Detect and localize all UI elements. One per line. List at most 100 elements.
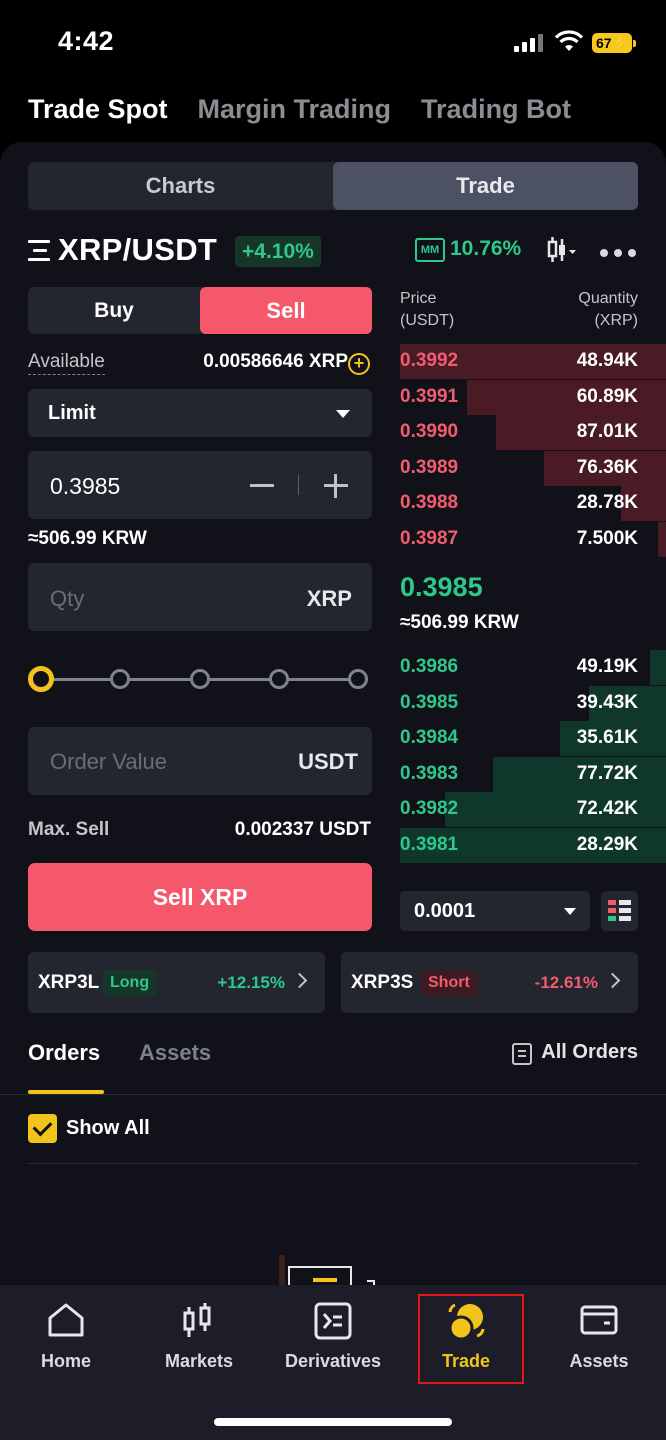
percentage-slider[interactable] (28, 666, 370, 692)
tab-trade-spot[interactable]: Trade Spot (28, 94, 168, 124)
bottom-nav: Home Markets Derivatives Trade (0, 1285, 666, 1440)
empty-state-illustration (279, 1255, 375, 1287)
leveraged-token-long[interactable]: XRP3L Long +12.15% (28, 952, 325, 1013)
order-quantity: 87.01K (576, 421, 638, 442)
qty-unit: XRP (306, 586, 352, 611)
slider-knob-0[interactable] (28, 666, 54, 692)
bid-row[interactable]: 0.3985 39.43K (400, 685, 666, 721)
depth-bar (495, 415, 666, 450)
slider-stop-25[interactable] (110, 669, 130, 689)
show-all-checkbox[interactable] (28, 1114, 57, 1143)
bid-row[interactable]: 0.3984 35.61K (400, 721, 666, 756)
pair-menu-icon[interactable] (28, 240, 52, 262)
order-value-placeholder: Order Value (50, 749, 167, 774)
depth-bar (650, 650, 666, 685)
increment-icon-vertical[interactable] (334, 474, 337, 498)
deposit-plus-icon[interactable]: + (348, 353, 370, 375)
tab-trading-bot[interactable]: Trading Bot (421, 94, 572, 124)
nav-label: Derivatives (284, 1351, 382, 1371)
document-list-icon[interactable] (512, 1043, 532, 1065)
charts-tab[interactable]: Charts (145, 173, 216, 198)
order-price: 0.3987 (400, 527, 459, 549)
top-tabs: Trade Spot Margin Trading Trading Bot (28, 94, 571, 125)
slider-stop-75[interactable] (269, 669, 289, 689)
order-quantity: 39.43K (576, 691, 638, 713)
divider (28, 1163, 638, 1164)
qty-header-label: Quantity (578, 290, 638, 307)
depth-bar (400, 827, 666, 863)
ask-row[interactable]: 0.3989 76.36K (400, 450, 666, 486)
candlestick-chart-icon[interactable] (546, 236, 578, 264)
slider-stop-50[interactable] (190, 669, 210, 689)
order-quantity: 60.89K (576, 385, 638, 407)
order-quantity: 28.29K (576, 833, 638, 855)
slider-stop-100[interactable] (348, 669, 368, 689)
wallet-icon (580, 1305, 618, 1335)
order-value-input[interactable]: Order Value USDT (28, 727, 372, 795)
trade-tab[interactable]: Trade (333, 162, 638, 210)
trade-highlight-box (418, 1294, 524, 1384)
depth-bar (445, 792, 666, 827)
nav-label: Trade (441, 1351, 491, 1371)
sell-xrp-button[interactable]: Sell XRP (28, 863, 372, 931)
buy-tab[interactable]: Buy (94, 299, 134, 322)
dropdown-caret-icon (336, 410, 350, 418)
qty-placeholder: Qty (50, 586, 85, 611)
order-price: 0.3989 (400, 456, 459, 478)
pair-name[interactable]: XRP/USDT (58, 232, 218, 267)
ask-row[interactable]: 0.3987 7.500K (400, 521, 666, 557)
depth-bar (658, 521, 666, 557)
lev-token-change: -12.61% (534, 973, 598, 992)
qty-input[interactable]: Qty XRP (28, 563, 372, 631)
tab-margin-trading[interactable]: Margin Trading (197, 94, 392, 124)
order-quantity: 49.19K (576, 656, 638, 677)
available-label[interactable]: Available (28, 351, 105, 375)
ask-row[interactable]: 0.3988 28.78K (400, 486, 666, 521)
order-type-select[interactable]: Limit (28, 389, 372, 437)
orderbook-layout-icon[interactable] (601, 891, 638, 931)
bid-row[interactable]: 0.3982 72.42K (400, 792, 666, 827)
all-orders-link[interactable]: All Orders (541, 1041, 638, 1063)
sell-tab[interactable]: Sell (200, 287, 372, 334)
bid-row[interactable]: 0.3983 77.72K (400, 756, 666, 792)
lev-token-change: +12.15% (217, 973, 285, 992)
order-type-value: Limit (48, 402, 96, 424)
depth-bar (559, 721, 666, 756)
status-bar: 4:42 67⚡ (0, 0, 666, 86)
lev-token-name: XRP3S (351, 972, 414, 993)
show-all-label[interactable]: Show All (66, 1117, 150, 1139)
leveraged-token-short[interactable]: XRP3S Short -12.61% (341, 952, 638, 1013)
price-value[interactable]: 0.3985 (50, 473, 121, 499)
ask-row[interactable]: 0.3992 48.94K (400, 344, 666, 379)
bid-row[interactable]: 0.3986 49.19K (400, 650, 666, 685)
nav-trade[interactable]: Trade (411, 1285, 521, 1385)
order-price: 0.3984 (400, 727, 459, 748)
price-krw-equivalent: ≈506.99 KRW (28, 528, 147, 549)
status-time: 4:42 (58, 26, 115, 56)
ask-row[interactable]: 0.3991 60.89K (400, 379, 666, 415)
price-input[interactable]: 0.3985 (28, 451, 372, 519)
ask-row[interactable]: 0.3990 87.01K (400, 415, 666, 450)
mm-value: 10.76% (450, 237, 522, 260)
order-price: 0.3988 (400, 492, 459, 513)
nav-markets[interactable]: Markets (144, 1285, 254, 1385)
more-options-icon[interactable] (600, 249, 636, 257)
bid-row[interactable]: 0.3981 28.29K (400, 827, 666, 863)
nav-label: Assets (569, 1351, 629, 1371)
depth-bar (620, 486, 666, 521)
home-indicator[interactable] (214, 1418, 452, 1426)
nav-assets[interactable]: Assets (544, 1285, 654, 1385)
wifi-icon (555, 30, 583, 51)
chevron-right-icon (291, 972, 308, 989)
precision-select[interactable]: 0.0001 (400, 891, 590, 931)
tab-assets[interactable]: Assets (139, 1040, 212, 1065)
tab-orders[interactable]: Orders (28, 1040, 101, 1065)
order-quantity: 28.78K (576, 492, 638, 513)
nav-home[interactable]: Home (11, 1285, 121, 1385)
orderbook-qty-header: Quantity (XRP) (578, 288, 638, 332)
order-price: 0.3982 (400, 798, 459, 819)
battery-level: 67 (596, 35, 612, 51)
mm-icon: MM (415, 238, 445, 262)
decrement-icon[interactable] (250, 484, 274, 487)
nav-derivatives[interactable]: Derivatives (278, 1285, 388, 1385)
